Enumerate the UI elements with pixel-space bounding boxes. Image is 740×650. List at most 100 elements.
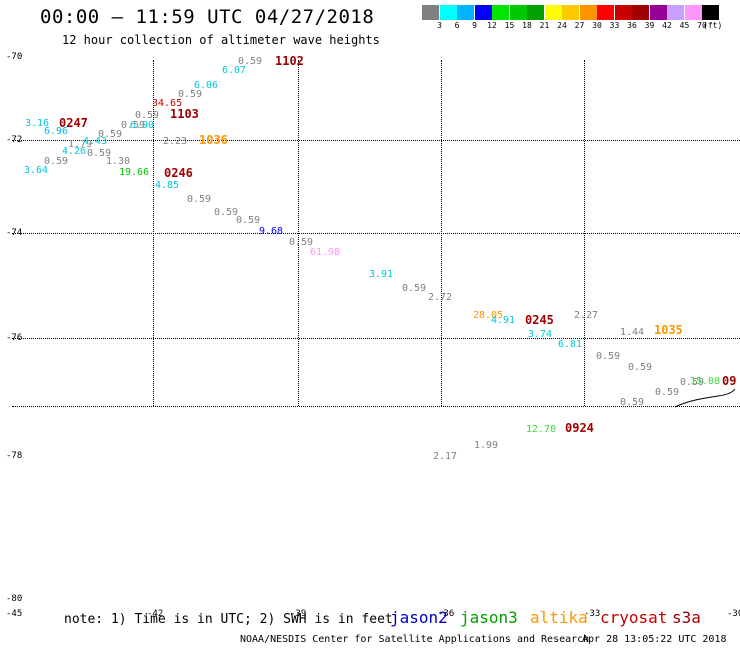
swh-value: 4.26 [62,146,87,157]
swh-value: 0.59 [236,215,261,226]
swh-value: 4.91 [491,315,516,326]
swh-value: 1.79 [68,139,93,150]
legend-s3a: s3a [672,608,701,627]
swh-value: 0.59 [238,56,263,67]
lon-label: -33 [584,609,601,619]
footer-timestamp: Apr 28 13:05:22 UTC 2018 [582,634,727,645]
grid-line-lat [12,233,740,234]
colorbar-unit: (ft) [703,21,723,30]
swh-value: 0.59 [187,194,212,205]
colorbar-swatch [422,5,439,20]
legend-jason2: jason2 [390,608,448,627]
colorbar-tick: 21 [539,21,550,30]
lon-label: -45 [6,609,23,619]
colorbar-swatch [509,5,527,20]
pass-time-label: 1036 [199,133,228,147]
colorbar-swatch [684,5,702,20]
swh-value: 0.59 [214,207,239,218]
map-title: 00:00 – 11:59 UTC 04/27/2018 [40,6,375,28]
swh-value: 6.06 [194,80,219,91]
swh-value: 3.74 [528,329,553,340]
swh-value: 0.59 [178,89,203,100]
lat-label: -78 [6,451,23,461]
swh-value: 2.17 [433,451,458,462]
lon-label: -39 [290,609,307,619]
swh-value: 1.99 [474,440,499,451]
colorbar-tick: 45 [679,21,690,30]
swh-value: 0.59 [680,377,705,388]
legend-jason3: jason3 [460,608,518,627]
colorbar-tick: 42 [662,21,672,30]
colorbar-tick: 70 [697,21,707,30]
lon-label: -42 [147,609,164,619]
colorbar-swatch [579,5,597,20]
colorbar-swatch [457,5,474,20]
colorbar-tick: 6 [454,21,460,30]
swh-value: 28.05 [473,310,504,321]
pass-time-label: 1102 [275,54,304,68]
note-text: note: 1) Time is in UTC; 2) SWH is in fe… [64,612,393,627]
swh-value: 12.70 [526,424,557,435]
swh-value: 0.59 [620,397,645,408]
swh-value: 4.43 [83,136,108,147]
pass-time-label: 0247 [59,116,88,130]
footer-credit: NOAA/NESDIS Center for Satellite Applica… [240,634,590,645]
colorbar-tick: 9 [472,21,477,30]
swh-value: 61.98 [310,247,341,258]
swh-value: 2.72 [428,292,453,303]
swh-value: 6.07 [222,65,247,76]
colorbar-tick: 39 [644,21,655,30]
swh-value: 2.27 [574,310,599,321]
map-subtitle: 12 hour collection of altimeter wave hei… [62,33,380,47]
legend-cryosat: cryosat [600,608,668,627]
swh-value: 3.64 [24,165,49,176]
swh-value: 0.59 [121,120,146,131]
colorbar-tick: 3 [437,21,442,30]
swh-value: 3.16 [25,118,50,129]
swh-value: 0.59 [44,156,69,167]
colorbar-swatch [614,5,632,20]
swh-value: 34.65 [152,98,183,109]
lat-label: -76 [6,333,23,343]
colorbar-tick: 30 [592,21,602,30]
swh-value: 3.91 [369,269,394,280]
pass-time-label: 1035 [654,323,683,337]
colorbar-swatch [702,5,719,20]
swh-value: 0.59 [402,283,427,294]
swh-value: 0.59 [655,387,680,398]
swh-value: 0.59 [87,148,112,159]
pass-time-label: 1103 [170,107,199,121]
grid-line-lat [12,140,740,141]
legend-altika: altika [530,608,588,627]
lat-label: -70 [6,52,23,62]
swh-value: 4.85 [155,180,180,191]
colorbar-tick: 12 [487,21,497,30]
swh-value: 2.23 [163,136,188,147]
colorbar-swatch [439,5,457,20]
swh-value: 0.59 [135,110,160,121]
colorbar-tick: 24 [557,21,567,30]
grid-line-lat [12,406,740,407]
colorbar-swatch [562,5,579,20]
colorbar-swatch [544,5,562,20]
colorbar-swatch [492,5,509,20]
colorbar-swatch [597,5,614,20]
swh-value: 0.59 [289,237,314,248]
pass-time-label: 09 [722,374,737,388]
colorbar-swatch [649,5,667,20]
swh-value: 19.66 [119,167,150,178]
swh-value: 9.68 [259,226,284,237]
colorbar-tick: 18 [522,21,532,30]
grid-line-lat [12,338,740,339]
lat-label: -72 [6,135,23,145]
swh-value: 6.96 [44,126,69,137]
swh-value: 0.59 [98,129,123,140]
lon-label: -30 [727,609,740,619]
swh-value: 0.59 [596,351,621,362]
lon-label: -36 [438,609,455,619]
swh-value: 1.30 [106,156,131,167]
colorbar-swatch [527,5,544,20]
colorbar-tick: 27 [574,21,585,30]
pass-time-label: 0246 [164,166,193,180]
